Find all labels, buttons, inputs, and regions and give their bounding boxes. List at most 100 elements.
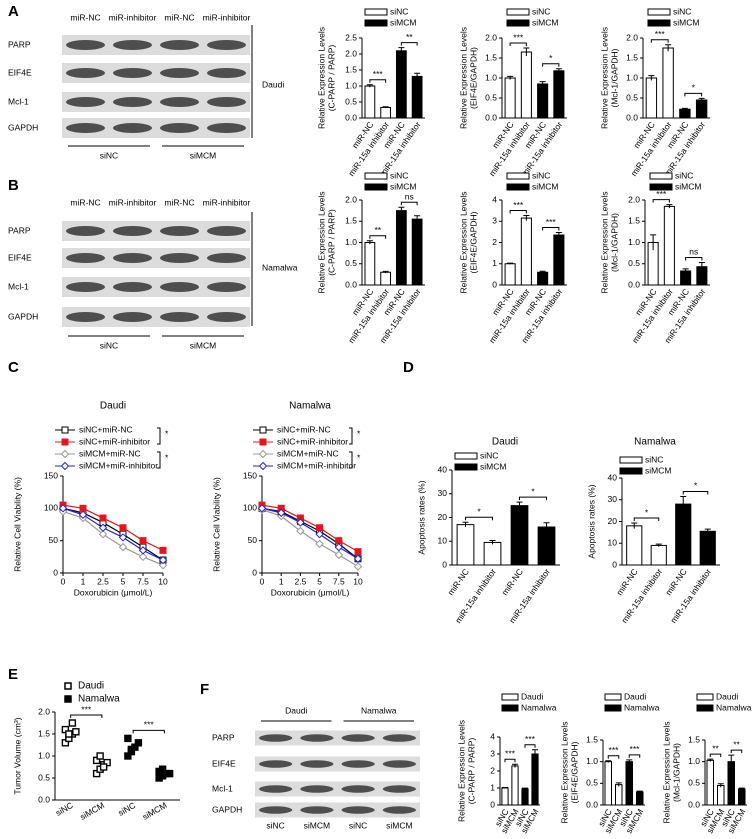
row-label: Mcl-1 [8,281,29,291]
significance-bracket [70,714,103,718]
error-bar [366,240,373,245]
y-tick-label: 2.0 [626,32,638,42]
bar [501,787,509,806]
x-tick-label: miR-NC [614,567,640,597]
y-tick-label: 0.0 [38,794,50,804]
group-label: siNC [100,340,118,350]
lane-label: siMCM [386,820,412,830]
blot-band [66,97,105,107]
legend-swatch [364,172,388,180]
marker [296,518,305,527]
significance-label: * [531,486,535,496]
blot-band [382,785,416,793]
blot-band [160,226,199,236]
lane-label: siNC [349,820,367,830]
significance-bracket [607,755,620,759]
error-bar [507,75,514,80]
blot-band [382,760,416,768]
bar [504,77,516,119]
error-bar [631,522,638,529]
legend-label: Daudi [624,691,646,701]
legend-marker [259,438,267,446]
y-axis-label: Relative Expression Levels [599,27,609,129]
significance-label: * [477,507,481,517]
y-axis-label: (C-PARP / PARP) [326,45,336,112]
bar [604,761,613,806]
marker [158,765,167,773]
legend-label: siNC+miR-inhibitor [277,436,348,446]
y-axis-label: Relative Cell Viability (%) [211,477,221,572]
x-axis-label: Doxorubicin (μmol/L) [271,587,350,597]
blot-band [259,806,293,814]
significance-label: ns [405,191,414,201]
y-axis-label: Relative Expression Levels [458,27,468,129]
chart-title: Daudi [100,401,126,412]
error-bar [516,501,523,510]
y-tick-label: 0 [612,559,617,569]
blot-band [66,226,105,236]
lane-label: miR-NC [164,12,194,22]
error-bar [539,81,546,87]
error-bar [615,782,622,787]
blot-band [66,253,105,263]
blot-band [207,226,246,236]
y-tick-label: 50 [49,535,59,545]
error-bar [698,261,705,271]
legend-label: siMCM+miR-inhibitor [277,460,356,470]
legend-label: siMCM [532,17,558,27]
legend-label: siNC [390,170,408,180]
series-line [261,507,359,560]
x-tick-label: 5 [121,576,126,586]
significance-label: ns [689,247,698,257]
error-bar [680,495,687,512]
y-tick-label: 20 [438,512,448,522]
marker [315,529,324,539]
blot-band [160,68,199,78]
y-axis-label: Relative Cell Viability (%) [12,477,22,572]
bar [645,77,658,119]
blot-band [160,282,199,292]
y-tick-label: 1.0 [345,80,357,90]
row-label: PARP [8,225,31,235]
group-label: Namalwa [361,705,397,715]
significance-label: * [165,428,169,438]
blot-band [160,123,199,133]
blot-band [66,282,105,292]
y-axis-label: Apoptosis rates (%) [586,484,596,558]
panel-letter: D [403,359,414,376]
blot-band [341,734,375,742]
y-tick-label: 0 [53,567,58,577]
blot-band [207,282,246,292]
significance-bracket [633,517,660,522]
significance-label: ** [374,225,381,235]
significance-label: * [357,452,361,462]
significance-bracket [524,744,536,748]
y-tick-label: 0 [492,279,497,289]
y-tick-label: 0.0 [628,279,640,289]
significance-label: *** [513,32,524,42]
cell-line-label: Daudi [262,79,284,89]
legend-label: Daudi [521,691,543,701]
marker [119,524,127,532]
y-tick-label: 1.5 [626,52,638,62]
legend-label: siMCM [390,181,416,191]
x-tick-label: siNC [54,800,75,818]
bar [553,70,565,119]
x-tick-label: miR-NC [663,567,689,597]
blot-band [160,97,199,107]
y-tick-label: 0.0 [485,112,497,122]
legend-label: siMCM [480,461,506,471]
y-axis-label: (Mcl-1/GAPDH) [671,743,681,802]
legend-swatch [454,463,478,471]
y-axis-label: Relative Expression Levels [661,721,671,823]
legend-label: Namalwa [78,694,120,705]
x-tick-label: 1 [81,576,86,586]
significance-label: * [549,53,553,63]
error-bar [605,760,612,763]
y-tick-label: 2 [492,237,497,247]
row-label: EIF4E [212,758,236,768]
y-tick-label: 0 [490,799,495,809]
y-axis-label: (Mcl-1/GAPDH) [609,48,619,107]
cell-line-label: Namalwa [262,262,298,272]
series-line [62,510,164,566]
